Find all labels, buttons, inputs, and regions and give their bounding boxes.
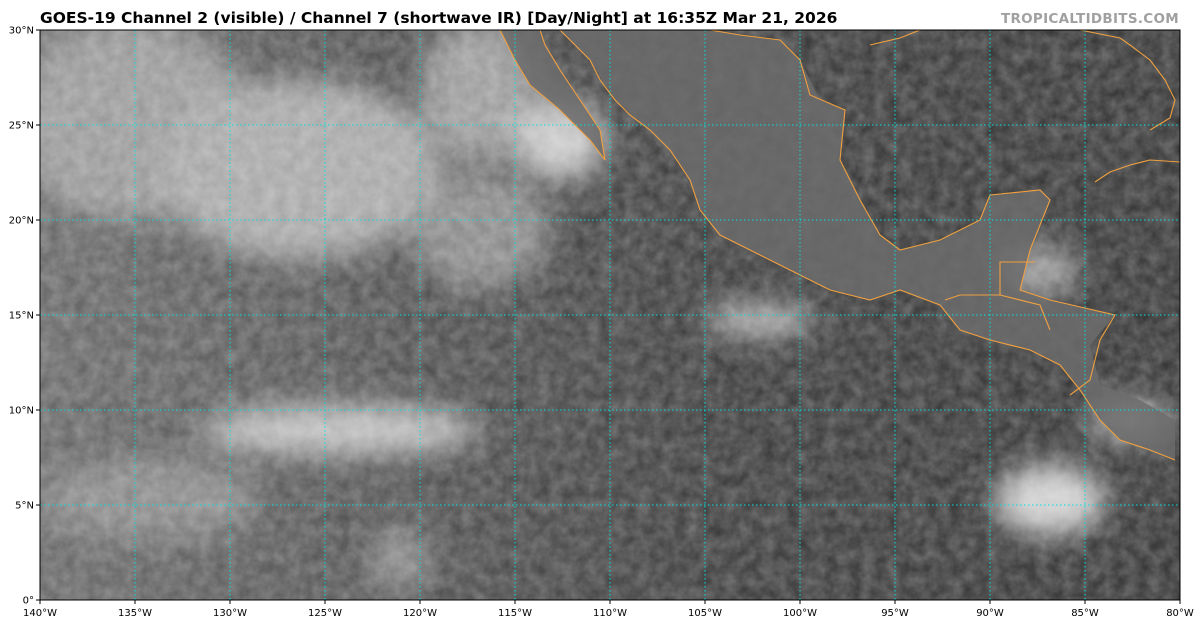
axis-ticks: 140°W 135°W 130°W 125°W 120°W 115°W 110°W 105°W… bbox=[9, 26, 1194, 620]
y-tick-label: 10°N bbox=[9, 406, 34, 417]
y-tick-label: 20°N bbox=[9, 216, 34, 227]
coastline-segment bbox=[709, 30, 1116, 396]
x-tick-label: 90°W bbox=[976, 608, 1004, 619]
x-tick-label: 100°W bbox=[783, 608, 817, 619]
coastlines bbox=[499, 30, 1180, 461]
land-areas bbox=[500, 30, 1175, 460]
coastline-segment bbox=[499, 30, 606, 161]
coastline-segment bbox=[869, 30, 921, 46]
x-tick-label: 130°W bbox=[213, 608, 247, 619]
map-title: GOES-19 Channel 2 (visible) / Channel 7 … bbox=[40, 9, 838, 27]
y-tick-label: 15°N bbox=[9, 311, 34, 322]
x-tick-label: 110°W bbox=[593, 608, 627, 619]
x-tick-label: 105°W bbox=[688, 608, 722, 619]
coastline-segment bbox=[1079, 30, 1176, 131]
imagery-layer bbox=[40, 30, 1180, 600]
x-tick-label: 80°W bbox=[1166, 608, 1194, 619]
y-tick-label: 30°N bbox=[9, 26, 34, 37]
x-tick-label: 85°W bbox=[1071, 608, 1099, 619]
coastline-segment bbox=[559, 30, 1176, 461]
brand-watermark: TROPICALTIDBITS.COM bbox=[1000, 11, 1179, 27]
y-tick-label: 0° bbox=[23, 596, 34, 607]
x-tick-label: 135°W bbox=[118, 608, 152, 619]
y-tick-label: 25°N bbox=[9, 121, 34, 132]
coastline-segment bbox=[999, 294, 1051, 331]
x-tick-label: 120°W bbox=[403, 608, 437, 619]
coastline-segment bbox=[1094, 159, 1180, 183]
y-tick-label: 5°N bbox=[15, 501, 34, 512]
x-tick-label: 125°W bbox=[308, 608, 342, 619]
x-tick-label: 140°W bbox=[23, 608, 57, 619]
graticule bbox=[40, 30, 1180, 600]
x-tick-label: 95°W bbox=[881, 608, 909, 619]
x-tick-label: 115°W bbox=[498, 608, 532, 619]
